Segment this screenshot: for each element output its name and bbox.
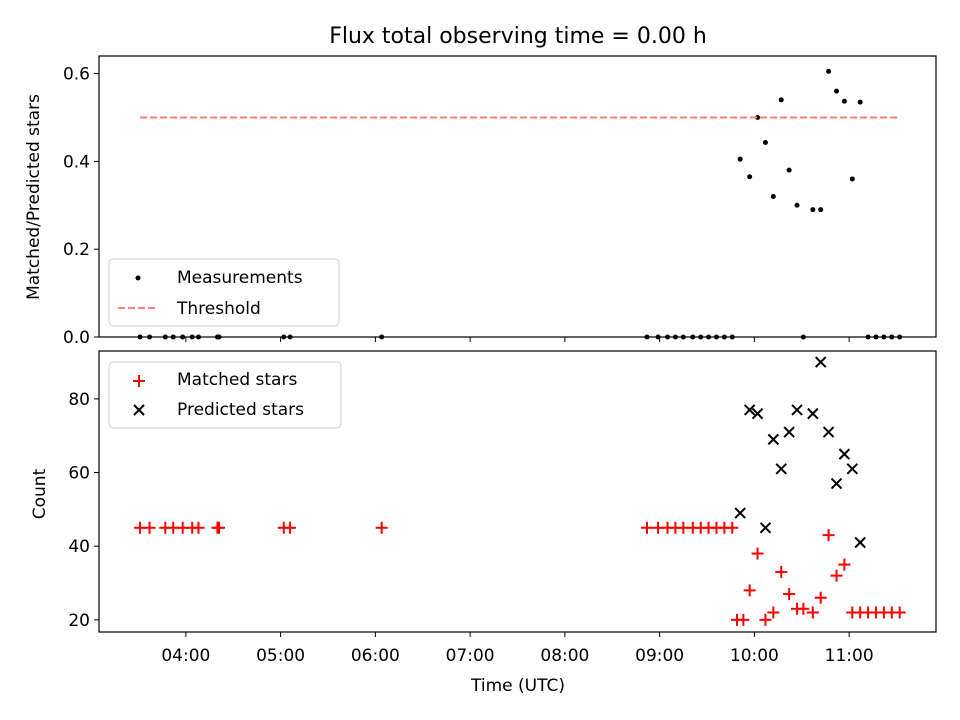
point-measurements (786, 167, 792, 173)
point-predicted-stars (743, 404, 756, 416)
y-tick-label: 0.4 (63, 152, 90, 172)
legend-predicted-marker (133, 404, 145, 416)
legend-predicted-label: Predicted stars (177, 400, 304, 420)
x-tick-label: 06:00 (351, 646, 400, 666)
point-predicted-stars (807, 407, 819, 420)
point-predicted-stars (815, 356, 827, 368)
point-matched-stars (143, 521, 156, 534)
y-tick-label: 40 (68, 537, 90, 557)
y-tick-label: 0.6 (63, 65, 90, 85)
point-measurements (826, 68, 832, 74)
x-tick-label: 09:00 (635, 646, 684, 666)
point-measurements (747, 174, 753, 180)
legend-measurements-marker (135, 275, 141, 281)
bottom-plot-area (134, 356, 906, 626)
y-tick-label: 60 (68, 464, 90, 484)
point-predicted-stars (791, 404, 803, 416)
point-matched-stars (797, 602, 810, 615)
legend-matched-marker (133, 375, 145, 387)
bottom-legend-box (108, 361, 342, 429)
point-matched-stars (284, 521, 297, 534)
point-measurements (818, 207, 824, 213)
point-predicted-stars (846, 463, 859, 475)
x-tick-label: 11:00 (825, 646, 874, 666)
point-predicted-stars (759, 522, 772, 534)
point-matched-stars (375, 521, 388, 534)
bottom-x-axis: 04:00 05:00 06:00 07:00 08:00 09:00 10:00 11:00 (161, 632, 874, 666)
point-matched-stars (775, 565, 788, 578)
top-y-axis-label: Matched/Predicted stars (24, 94, 44, 300)
bottom-legend: Matched stars Predicted stars (108, 361, 342, 429)
point-matched-stars (830, 569, 843, 582)
point-matched-stars (822, 529, 835, 542)
legend-matched-label: Matched stars (177, 370, 297, 390)
point-matched-stars (726, 521, 739, 534)
x-axis-label: Time (UTC) (470, 676, 565, 696)
point-matched-stars (213, 521, 226, 534)
point-matched-stars (814, 591, 827, 604)
point-predicted-stars (854, 536, 866, 549)
point-measurements (762, 139, 768, 145)
point-measurements (810, 207, 816, 213)
top-axes-frame (98, 55, 937, 338)
point-measurements (857, 99, 863, 105)
point-matched-stars (783, 588, 796, 601)
top-legend: Measurements Threshold (108, 258, 340, 327)
point-measurements (770, 194, 776, 199)
point-predicted-stars (783, 426, 795, 438)
point-measurements (849, 176, 855, 182)
legend-measurements-label: Measurements (177, 268, 303, 288)
point-measurements (778, 97, 784, 103)
x-tick-label: 05:00 (256, 646, 305, 666)
point-measurements (841, 98, 847, 104)
point-matched-stars (759, 613, 772, 626)
point-predicted-stars (751, 407, 764, 420)
point-predicted-stars (830, 477, 843, 490)
bottom-axes-frame (98, 350, 937, 633)
point-measurements (834, 88, 840, 94)
bottom-panel: 20 40 60 80 04:00 05:00 06:00 07:00 08:00 09:00 1… (30, 350, 937, 696)
point-measurements (794, 202, 800, 208)
point-predicted-stars (767, 433, 780, 446)
x-tick-label: 08:00 (540, 646, 589, 666)
point-predicted-stars (734, 507, 746, 519)
top-legend-box (108, 258, 340, 327)
point-measurements (755, 114, 761, 120)
point-matched-stars (640, 521, 653, 534)
point-matched-stars (806, 606, 819, 619)
point-predicted-stars (838, 448, 851, 460)
point-matched-stars (192, 521, 205, 534)
y-tick-label: 20 (68, 611, 90, 631)
point-matched-stars (751, 547, 764, 560)
y-tick-label: 80 (68, 390, 90, 410)
bottom-y-axis-label: Count (30, 468, 50, 519)
point-predicted-stars (775, 463, 787, 475)
point-matched-stars (737, 613, 750, 626)
point-matched-stars (893, 606, 906, 619)
point-measurements (737, 156, 743, 162)
point-matched-stars (767, 606, 780, 619)
x-tick-label: 10:00 (730, 646, 779, 666)
bottom-y-axis: 20 40 60 80 (68, 390, 99, 631)
top-panel: 0.0 0.2 0.4 0.6 Matched/Predicted stars Mea… (24, 55, 937, 348)
point-predicted-stars (822, 426, 835, 438)
top-y-axis: 0.0 0.2 0.4 0.6 (63, 65, 99, 348)
y-tick-label: 0.2 (63, 240, 90, 260)
x-tick-label: 04:00 (161, 646, 210, 666)
chart-title: Flux total observing time = 0.00 h (329, 24, 707, 49)
point-matched-stars (838, 558, 851, 571)
top-x-ticks (185, 337, 850, 342)
y-tick-label: 0.0 (63, 328, 90, 348)
x-tick-label: 07:00 (446, 646, 495, 666)
legend-threshold-label: Threshold (176, 299, 261, 319)
point-matched-stars (743, 584, 756, 597)
